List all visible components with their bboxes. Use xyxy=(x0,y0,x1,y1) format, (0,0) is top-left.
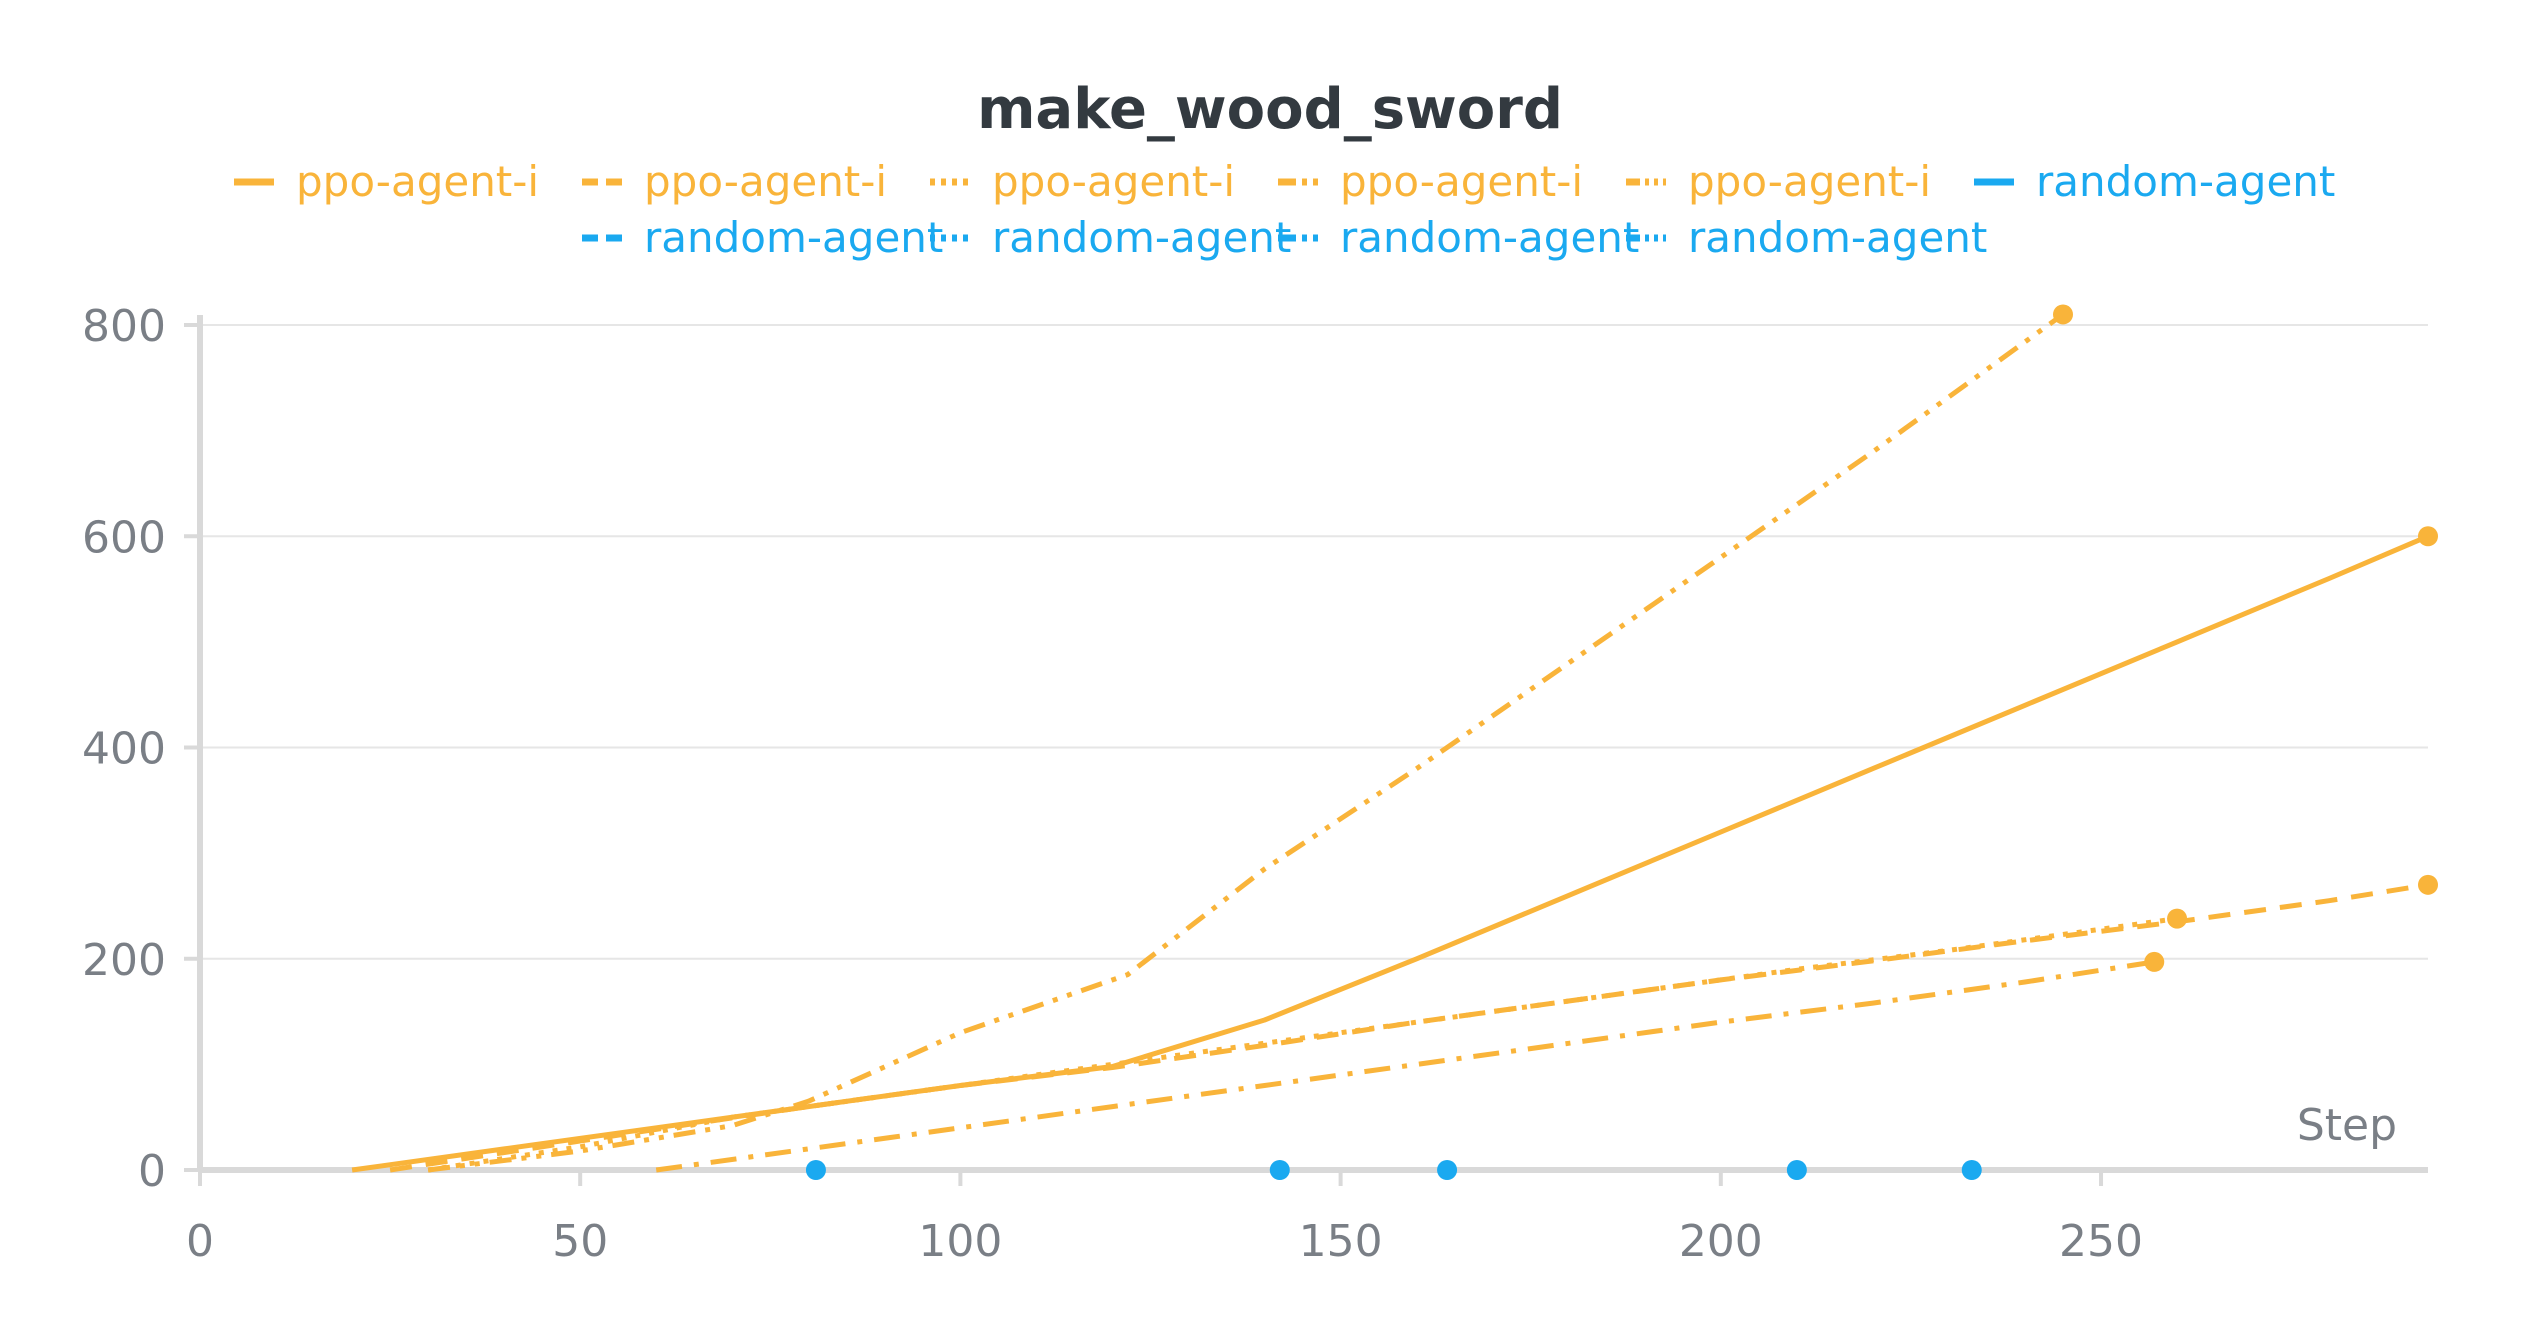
end-markers xyxy=(805,304,2438,1180)
series-line-4 xyxy=(427,312,2065,1173)
y-tick-label-4: 800 xyxy=(82,301,166,352)
legend-label-2: ppo-agent-i xyxy=(992,157,1235,206)
legend-label-9: random-agent xyxy=(1688,213,1987,262)
legend-label-3: ppo-agent-i xyxy=(1340,157,1583,206)
legend-item-7[interactable]: random-agent xyxy=(930,213,1291,262)
x-tick-label-5: 250 xyxy=(2059,1216,2143,1267)
series-end-point-3 xyxy=(2144,951,2165,972)
legend-label-0: ppo-agent-i xyxy=(296,157,539,206)
legend: ppo-agent-i ppo-agent-i ppo-agent-i ppo-age… xyxy=(234,157,2335,262)
chart-title: make_wood_sword xyxy=(977,77,1563,142)
legend-label-4: ppo-agent-i xyxy=(1688,157,1931,206)
series-end-point-4 xyxy=(2053,304,2074,325)
axes: 0 200 400 600 800 0 50 100 150 200 250 xyxy=(82,301,2428,1267)
series-line-3 xyxy=(655,959,2155,1173)
series-end-point-1 xyxy=(2418,874,2438,895)
series-end-point-5 xyxy=(1786,1160,1807,1180)
legend-item-2[interactable]: ppo-agent-i xyxy=(930,157,1235,206)
series-end-point-8 xyxy=(1437,1160,1458,1180)
series-end-point-9 xyxy=(1961,1160,1982,1180)
legend-item-1[interactable]: ppo-agent-i xyxy=(582,157,887,206)
series-line-2 xyxy=(427,916,2178,1173)
x-tick-label-3: 150 xyxy=(1299,1216,1383,1267)
legend-item-6[interactable]: random-agent xyxy=(582,213,943,262)
legend-label-6: random-agent xyxy=(644,213,943,262)
series-end-point-6 xyxy=(805,1160,826,1180)
series-end-point-7 xyxy=(1269,1160,1290,1180)
legend-item-9[interactable]: random-agent xyxy=(1626,213,1987,262)
series-layer xyxy=(351,312,2429,1173)
y-tick-label-1: 200 xyxy=(82,935,166,986)
x-tick-label-4: 200 xyxy=(1679,1216,1763,1267)
x-tick-label-2: 100 xyxy=(918,1216,1002,1267)
series-end-point-2 xyxy=(2167,908,2188,929)
legend-item-0[interactable]: ppo-agent-i xyxy=(234,157,539,206)
legend-item-4[interactable]: ppo-agent-i xyxy=(1626,157,1931,206)
x-tick-label-1: 50 xyxy=(552,1216,608,1267)
x-tick-label-0: 0 xyxy=(186,1216,214,1267)
y-tick-label-3: 600 xyxy=(82,512,166,563)
grid xyxy=(200,324,2428,960)
series-end-point-0 xyxy=(2418,526,2438,547)
y-tick-label-2: 400 xyxy=(82,724,166,775)
legend-label-1: ppo-agent-i xyxy=(644,157,887,206)
y-tick-label-0: 0 xyxy=(138,1146,166,1197)
series-line-0 xyxy=(351,534,2429,1173)
legend-item-3[interactable]: ppo-agent-i xyxy=(1278,157,1583,206)
x-axis-label: Step xyxy=(2297,1100,2397,1151)
legend-label-8: random-agent xyxy=(1340,213,1639,262)
legend-item-8[interactable]: random-agent xyxy=(1278,213,1639,262)
legend-item-5[interactable]: random-agent xyxy=(1974,157,2335,206)
legend-label-5: random-agent xyxy=(2036,157,2335,206)
legend-label-7: random-agent xyxy=(992,213,1291,262)
